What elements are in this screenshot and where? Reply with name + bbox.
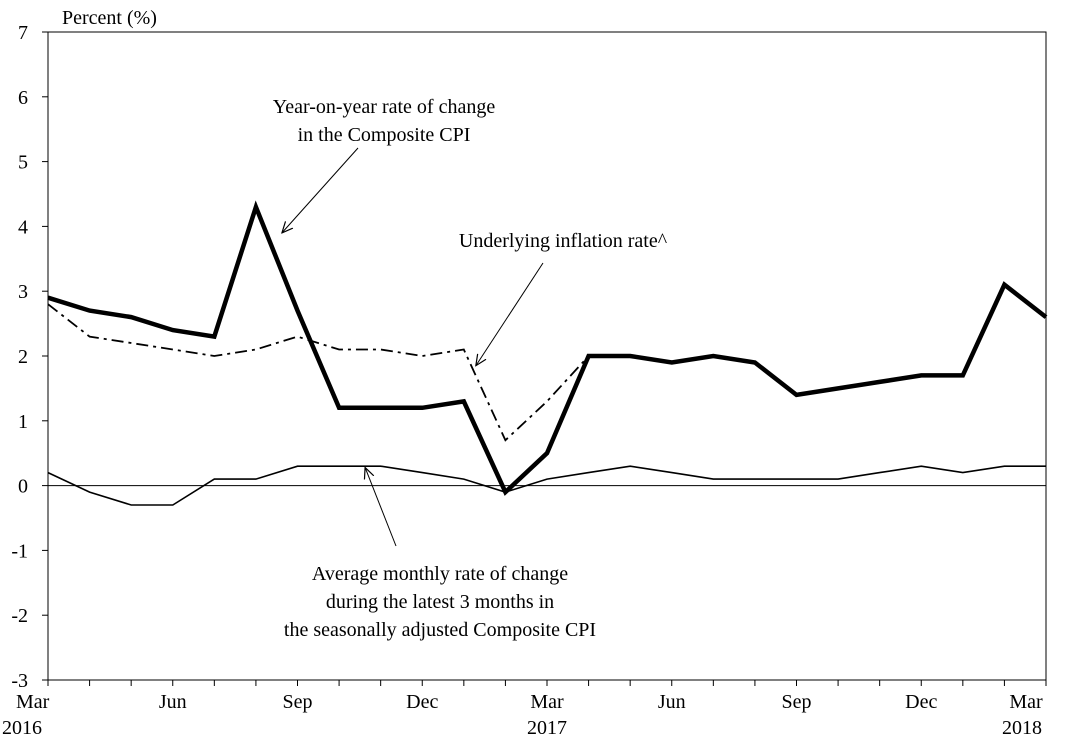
x-tick-label: Sep [283,691,313,713]
series-line-monthly_avg [47,465,1046,506]
annotation-text-line: Year-on-year rate of change [273,96,496,118]
annotation-arrow [476,262,544,366]
y-tick-label: -2 [11,605,28,627]
y-tick-label: 4 [18,216,28,238]
x-year-label: 2017 [527,717,567,739]
annotation-text-line: Underlying inflation rate^ [459,230,668,252]
x-tick-label: Dec [406,691,438,713]
x-year-label: 2018 [1002,717,1042,739]
annotation-text-line: Average monthly rate of change [312,563,568,585]
y-tick-label: 3 [18,281,28,303]
x-tick-label: Jun [159,691,187,713]
annotation-underlying: Underlying inflation rate^ [459,230,668,366]
y-tick-label: 5 [18,152,28,174]
annotation-text-line: the seasonally adjusted Composite CPI [284,619,596,641]
annotation-monthly_avg: Average monthly rate of change during the… [284,467,596,641]
annotation-text-line: in the Composite CPI [298,124,471,146]
x-tick-label: Mar [16,691,50,713]
x-year-label: 2016 [2,717,42,739]
x-tick-label: Dec [905,691,937,713]
series-line-composite [47,200,1048,496]
annotation-composite: Year-on-year rate of change in the Compos… [273,96,496,233]
y-tick-label: 6 [18,87,28,109]
y-tick-label: 0 [18,476,28,498]
x-tick-label: Jun [658,691,686,713]
y-tick-label: 1 [18,411,28,433]
y-tick-label: -3 [11,670,28,692]
series-line-underlying [47,303,590,442]
y-tick-label: 7 [18,22,28,44]
annotation-arrow [365,467,397,547]
y-tick-label: -1 [11,540,28,562]
y-axis-label: Percent (%) [62,7,157,29]
annotation-arrow [282,147,359,233]
x-tick-label: Mar [1009,691,1043,713]
x-tick-label: Mar [530,691,564,713]
annotation-text-line: during the latest 3 months in [326,591,554,613]
x-tick-label: Sep [782,691,812,713]
y-tick-label: 2 [18,346,28,368]
